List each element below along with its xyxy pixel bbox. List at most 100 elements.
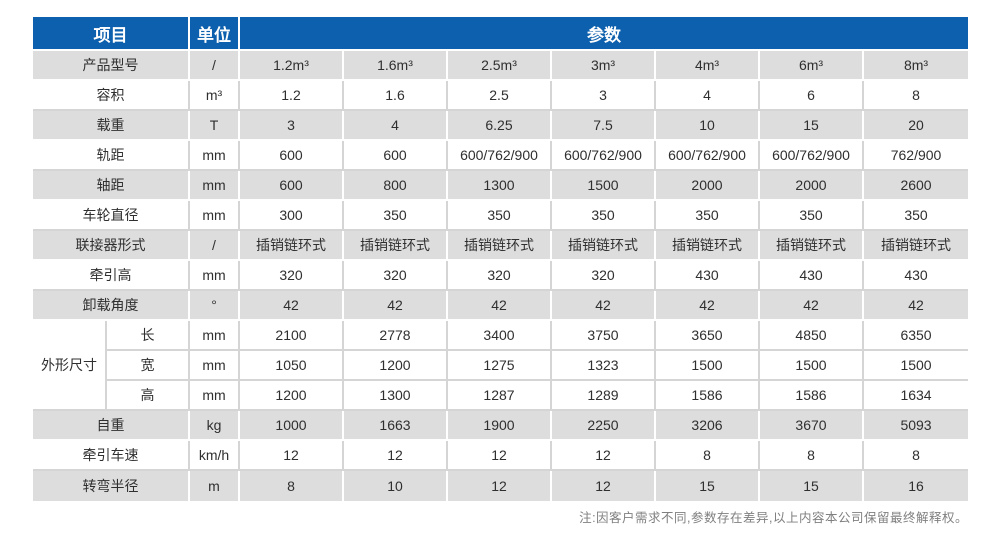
- value-cell: 3650: [656, 321, 760, 351]
- row-dimension-length: 外形尺寸 长 mm 2100 2778 3400 3750 3650 4850 …: [33, 321, 969, 411]
- value-cell: 1.2: [240, 81, 344, 111]
- value-cell: 5093: [864, 411, 969, 441]
- value-cell: 插销链环式: [448, 231, 552, 261]
- row-label: 轴距: [33, 171, 190, 201]
- value-cell: 8: [864, 441, 969, 471]
- row-label: 长: [107, 321, 190, 351]
- unit-cell: T: [190, 111, 240, 141]
- value-cell: 12: [344, 441, 448, 471]
- value-cell: 1663: [344, 411, 448, 441]
- value-cell: 1287: [448, 381, 552, 411]
- row-volume: 容积 m³ 1.2 1.6 2.5 3 4 6 8: [33, 81, 969, 111]
- value-cell: 2000: [760, 171, 864, 201]
- value-cell: 42: [760, 291, 864, 321]
- value-cell: 12: [448, 441, 552, 471]
- row-label: 高: [107, 381, 190, 411]
- value-cell: 350: [656, 201, 760, 231]
- value-cell: 1.6m³: [344, 51, 448, 81]
- row-label: 轨距: [33, 141, 190, 171]
- value-cell: 8: [240, 471, 344, 501]
- value-cell: 350: [552, 201, 656, 231]
- value-cell: 320: [448, 261, 552, 291]
- header-params: 参数: [240, 17, 969, 51]
- value-cell: 8: [656, 441, 760, 471]
- spec-table: 项目 单位 参数 产品型号 / 1.2m³ 1.6m³ 2.5m³ 3m³ 4m…: [33, 17, 969, 501]
- value-cell: 300: [240, 201, 344, 231]
- value-cell: 600/762/900: [760, 141, 864, 171]
- value-cell: 10: [344, 471, 448, 501]
- row-label: 联接器形式: [33, 231, 190, 261]
- value-cell: 3400: [448, 321, 552, 351]
- row-track-gauge: 轨距 mm 600 600 600/762/900 600/762/900 60…: [33, 141, 969, 171]
- value-cell: 3m³: [552, 51, 656, 81]
- value-cell: 430: [864, 261, 969, 291]
- unit-cell: mm: [190, 381, 240, 411]
- value-cell: 1.2m³: [240, 51, 344, 81]
- value-cell: 350: [864, 201, 969, 231]
- value-cell: 42: [552, 291, 656, 321]
- row-load: 载重 T 3 4 6.25 7.5 10 15 20: [33, 111, 969, 141]
- value-cell: 1200: [240, 381, 344, 411]
- value-cell: 4m³: [656, 51, 760, 81]
- value-cell: 3: [552, 81, 656, 111]
- value-cell: 1900: [448, 411, 552, 441]
- value-cell: 320: [344, 261, 448, 291]
- row-coupler-type: 联接器形式 / 插销链环式 插销链环式 插销链环式 插销链环式 插销链环式 插销…: [33, 231, 969, 261]
- value-cell: 4: [344, 111, 448, 141]
- row-unloading-angle: 卸载角度 ° 42 42 42 42 42 42 42: [33, 291, 969, 321]
- header-item: 项目: [33, 17, 190, 51]
- row-label: 容积: [33, 81, 190, 111]
- table-header-row: 项目 单位 参数: [33, 17, 969, 51]
- value-cell: 1500: [864, 351, 969, 381]
- unit-cell: mm: [190, 321, 240, 351]
- value-cell: 4850: [760, 321, 864, 351]
- value-cell: 1586: [656, 381, 760, 411]
- value-cell: 600/762/900: [552, 141, 656, 171]
- row-label: 牵引高: [33, 261, 190, 291]
- value-cell: 430: [760, 261, 864, 291]
- unit-cell: /: [190, 51, 240, 81]
- value-cell: 600/762/900: [448, 141, 552, 171]
- value-cell: 2600: [864, 171, 969, 201]
- value-cell: 1000: [240, 411, 344, 441]
- value-cell: 12: [552, 441, 656, 471]
- row-wheel-diameter: 车轮直径 mm 300 350 350 350 350 350 350: [33, 201, 969, 231]
- value-cell: 1.6: [344, 81, 448, 111]
- value-cell: 插销链环式: [864, 231, 969, 261]
- value-cell: 2000: [656, 171, 760, 201]
- unit-cell: kg: [190, 411, 240, 441]
- unit-cell: /: [190, 231, 240, 261]
- value-cell: 2778: [344, 321, 448, 351]
- value-cell: 插销链环式: [760, 231, 864, 261]
- value-cell: 4: [656, 81, 760, 111]
- value-cell: 42: [656, 291, 760, 321]
- value-cell: 1300: [344, 381, 448, 411]
- value-cell: 42: [864, 291, 969, 321]
- value-cell: 20: [864, 111, 969, 141]
- value-cell: 600: [240, 141, 344, 171]
- unit-cell: mm: [190, 141, 240, 171]
- value-cell: 1500: [656, 351, 760, 381]
- value-cell: 16: [864, 471, 969, 501]
- value-cell: 2.5m³: [448, 51, 552, 81]
- value-cell: 350: [344, 201, 448, 231]
- row-dimension-width: 宽 mm 1050 1200 1275 1323 1500 1500 1500: [33, 351, 969, 381]
- unit-cell: mm: [190, 351, 240, 381]
- row-label: 车轮直径: [33, 201, 190, 231]
- value-cell: 762/900: [864, 141, 969, 171]
- value-cell: 插销链环式: [240, 231, 344, 261]
- value-cell: 6.25: [448, 111, 552, 141]
- row-product-model: 产品型号 / 1.2m³ 1.6m³ 2.5m³ 3m³ 4m³ 6m³ 8m³: [33, 51, 969, 81]
- row-traction-speed: 牵引车速 km/h 12 12 12 12 8 8 8: [33, 441, 969, 471]
- value-cell: 3206: [656, 411, 760, 441]
- row-wheelbase: 轴距 mm 600 800 1300 1500 2000 2000 2600: [33, 171, 969, 201]
- value-cell: 320: [552, 261, 656, 291]
- value-cell: 1275: [448, 351, 552, 381]
- unit-cell: m³: [190, 81, 240, 111]
- value-cell: 12: [240, 441, 344, 471]
- value-cell: 42: [344, 291, 448, 321]
- value-cell: 320: [240, 261, 344, 291]
- value-cell: 7.5: [552, 111, 656, 141]
- value-cell: 1323: [552, 351, 656, 381]
- row-label: 载重: [33, 111, 190, 141]
